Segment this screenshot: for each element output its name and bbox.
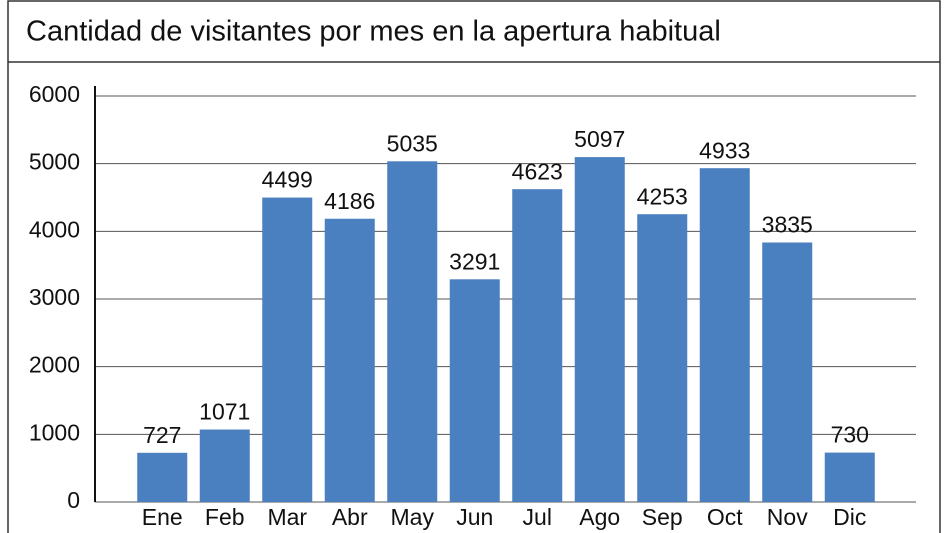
value-label: 730 bbox=[831, 422, 869, 448]
value-label: 5097 bbox=[574, 126, 625, 152]
bar bbox=[387, 161, 438, 502]
y-tick-label: 1000 bbox=[29, 419, 80, 445]
x-tick-label: Dic bbox=[833, 504, 866, 530]
value-label: 727 bbox=[143, 422, 181, 448]
x-tick-label: Mar bbox=[267, 504, 307, 530]
value-label: 1071 bbox=[199, 399, 250, 425]
y-tick-label: 5000 bbox=[29, 149, 80, 175]
bar bbox=[137, 452, 188, 502]
bar bbox=[449, 279, 500, 502]
value-label: 3835 bbox=[762, 212, 813, 238]
x-tick-label: Jul bbox=[523, 504, 552, 530]
bar bbox=[637, 214, 688, 502]
y-tick-label: 6000 bbox=[29, 81, 80, 107]
y-tick-label: 4000 bbox=[29, 216, 80, 242]
bar bbox=[324, 218, 375, 503]
value-label: 4253 bbox=[637, 183, 688, 209]
chart-title: Cantidad de visitantes por mes en la ape… bbox=[26, 16, 721, 48]
value-label: 5035 bbox=[387, 130, 438, 156]
x-tick-label: Ago bbox=[579, 504, 620, 530]
bar bbox=[199, 429, 250, 502]
y-tick-label: 2000 bbox=[29, 352, 80, 378]
x-tick-label: Jun bbox=[456, 504, 493, 530]
x-tick-label: Feb bbox=[205, 504, 245, 530]
frame bbox=[7, 0, 941, 533]
y-tick-label: 3000 bbox=[29, 284, 80, 310]
x-tick-label: Nov bbox=[767, 504, 808, 530]
value-label: 3291 bbox=[449, 248, 500, 274]
bar bbox=[574, 157, 625, 502]
value-label: 4933 bbox=[699, 137, 750, 163]
bar bbox=[824, 452, 875, 502]
bar bbox=[512, 189, 563, 502]
value-label: 4186 bbox=[324, 188, 375, 214]
value-label: 4499 bbox=[262, 167, 313, 193]
x-tick-label: May bbox=[391, 504, 435, 530]
x-tick-label: Abr bbox=[332, 504, 368, 530]
x-tick-label: Oct bbox=[707, 504, 743, 530]
x-tick-label: Sep bbox=[642, 504, 683, 530]
x-tick-label: Ene bbox=[142, 504, 183, 530]
y-tick-label: 0 bbox=[67, 487, 80, 513]
bar bbox=[762, 242, 813, 502]
bar bbox=[262, 197, 313, 502]
bar bbox=[699, 168, 750, 503]
value-label: 4623 bbox=[512, 158, 563, 184]
